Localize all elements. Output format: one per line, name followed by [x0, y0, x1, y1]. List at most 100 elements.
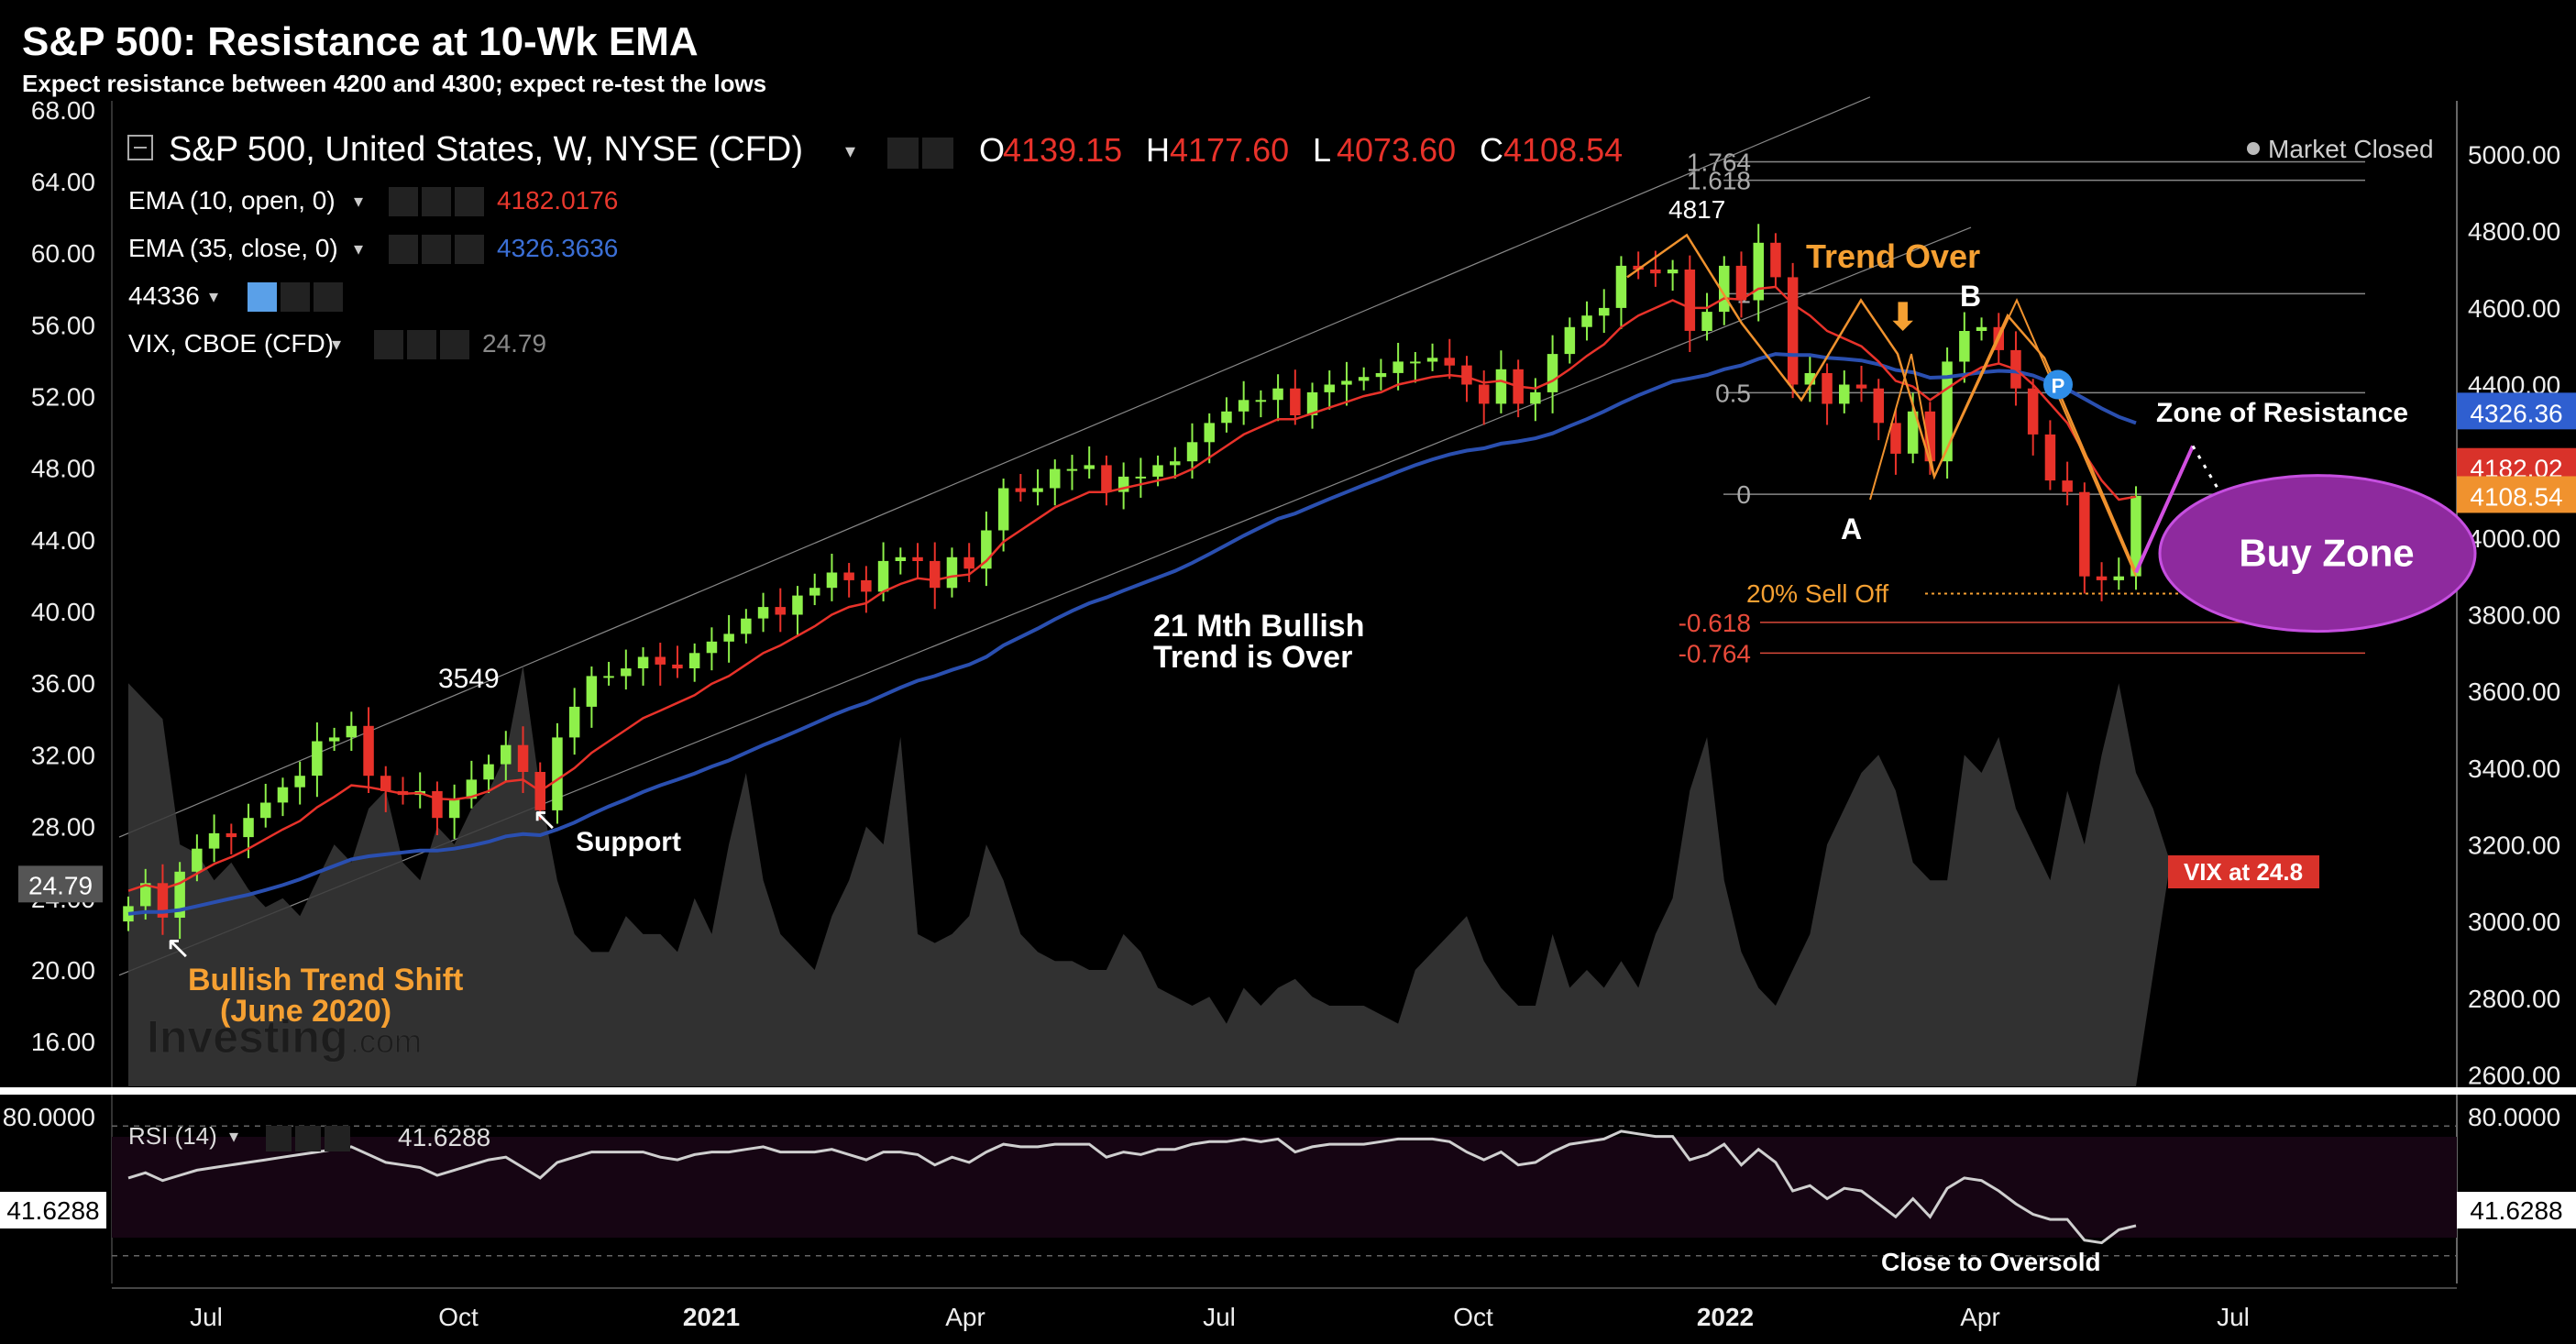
bullish-shift-date-label: (June 2020): [220, 994, 391, 1029]
watermark-logo: Investing: [147, 1011, 347, 1063]
candle-body: [2079, 491, 2090, 577]
left-axis-tick: 44.00: [31, 526, 95, 555]
fib-label: -0.618: [1679, 609, 1751, 637]
x-axis-tick: Jul: [2217, 1303, 2250, 1331]
candle-body: [861, 579, 872, 592]
candle-body: [655, 656, 666, 665]
candle-body: [1890, 423, 1901, 454]
candle-body: [1684, 270, 1696, 331]
ohlc-key: C: [1480, 131, 1503, 169]
candle-body: [483, 764, 494, 780]
candle-body: [208, 832, 220, 849]
rsi-legend: RSI (14) ▾ 41.6288: [128, 1122, 490, 1151]
candle-body: [672, 664, 683, 669]
candle-body: [586, 676, 598, 707]
eye-icon[interactable]: [266, 1126, 292, 1151]
candle-body: [517, 744, 529, 772]
candle-body: [757, 607, 769, 619]
fib-label: 1.618: [1687, 167, 1751, 195]
chevron-down-icon[interactable]: ▾: [845, 140, 855, 163]
ohlc-key: O: [979, 131, 1005, 169]
symbol-name[interactable]: S&P 500, United States, W, NYSE (CFD): [169, 130, 803, 169]
x-axis-tick: Jul: [1203, 1303, 1236, 1331]
candle-body: [895, 556, 907, 561]
p-marker-icon: [2043, 369, 2073, 400]
candle-body: [2044, 434, 2056, 481]
candle-body: [826, 572, 838, 589]
candle-body: [1873, 388, 1884, 424]
overlays: Buy Zone P ↖ ↖ VIX at 24.8: [165, 369, 2477, 966]
ohlc-value: 4139.15: [1003, 131, 1122, 169]
candle-body: [2096, 576, 2108, 580]
rsi-tag-right: 41.6288: [2470, 1196, 2562, 1225]
gear-icon[interactable]: [295, 1126, 321, 1151]
candle-body: [1426, 358, 1438, 362]
candle-body: [2130, 495, 2141, 577]
candle-body: [1770, 242, 1781, 278]
mid-peak-label: 3549: [438, 664, 500, 694]
ohlc-value: 4177.60: [1170, 131, 1289, 169]
candle-body: [1015, 488, 1027, 492]
candle-body: [912, 556, 923, 561]
rsi-name[interactable]: RSI (14): [128, 1122, 217, 1150]
candle-body: [1461, 365, 1472, 385]
candle-body: [1667, 270, 1679, 274]
collapse-icon[interactable]: [127, 135, 153, 160]
left-axis-tick: 56.00: [31, 311, 95, 339]
right-axis-tick: 4600.00: [2468, 294, 2560, 323]
candle-body: [792, 595, 803, 615]
chevron-down-icon: ▾: [354, 190, 363, 212]
x-axis-tick: 2021: [683, 1303, 740, 1331]
arrow-up-left-icon: ↖: [165, 930, 192, 966]
candle-body: [706, 641, 718, 654]
right-axis-tick: 5000.00: [2468, 141, 2560, 170]
indicator-value: 4182.0176: [497, 186, 618, 215]
eye-icon[interactable]: [887, 138, 919, 169]
candle-body: [981, 530, 992, 569]
candle-body: [1564, 326, 1576, 355]
close-icon[interactable]: [325, 1126, 350, 1151]
ema-lines: [127, 285, 2137, 916]
left-axis-tick: 28.00: [31, 813, 95, 842]
candle-body: [963, 556, 974, 569]
candle-body: [1272, 388, 1283, 401]
gear-icon: [422, 235, 451, 264]
vix-label-text: VIX at 24.8: [2184, 858, 2303, 886]
candle-body: [1599, 307, 1610, 316]
candle-body: [1855, 384, 1867, 389]
rsi-line: [127, 1129, 2137, 1245]
candle-body: [192, 848, 203, 872]
left-axis-tick: 64.00: [31, 168, 95, 196]
candle-body: [363, 725, 374, 777]
vix-label-box: [2168, 855, 2319, 888]
candle-body: [157, 883, 169, 918]
x-axis-tick: Apr: [945, 1303, 985, 1331]
rsi-value: 41.6288: [398, 1123, 490, 1151]
support-label: Support: [576, 827, 681, 857]
trend-end-label-1: 21 Mth Bullish: [1153, 609, 1364, 644]
candle-body: [1530, 391, 1541, 404]
fib-label: -0.764: [1679, 639, 1751, 667]
vix-area: [128, 665, 2171, 1086]
right-axis-tick: 2800.00: [2468, 985, 2560, 1013]
candle-body: [809, 588, 820, 596]
pane-divider: [0, 1087, 2576, 1095]
point-a-label: A: [1841, 512, 1862, 545]
arrow-up-left-icon: ↖: [532, 801, 558, 838]
candle-body: [1170, 461, 1181, 466]
price-tag: 4108.54: [2470, 482, 2562, 511]
peak-label: 4817: [1668, 195, 1725, 224]
point-b-label: B: [1960, 280, 1981, 313]
ohlc-key: L: [1313, 131, 1331, 169]
candle-body: [621, 668, 632, 677]
left-axis-tick: 52.00: [31, 383, 95, 412]
gear-icon: [422, 187, 451, 216]
gear-icon[interactable]: [922, 138, 953, 169]
indicator-value: 24.79: [482, 329, 546, 358]
chevron-down-icon[interactable]: ▾: [229, 1125, 238, 1147]
price-tag-bg: [2457, 392, 2576, 430]
candle-body: [997, 488, 1009, 531]
candle-body: [260, 802, 271, 819]
eye-icon: [389, 235, 418, 264]
chevron-down-icon: ▾: [332, 333, 341, 355]
